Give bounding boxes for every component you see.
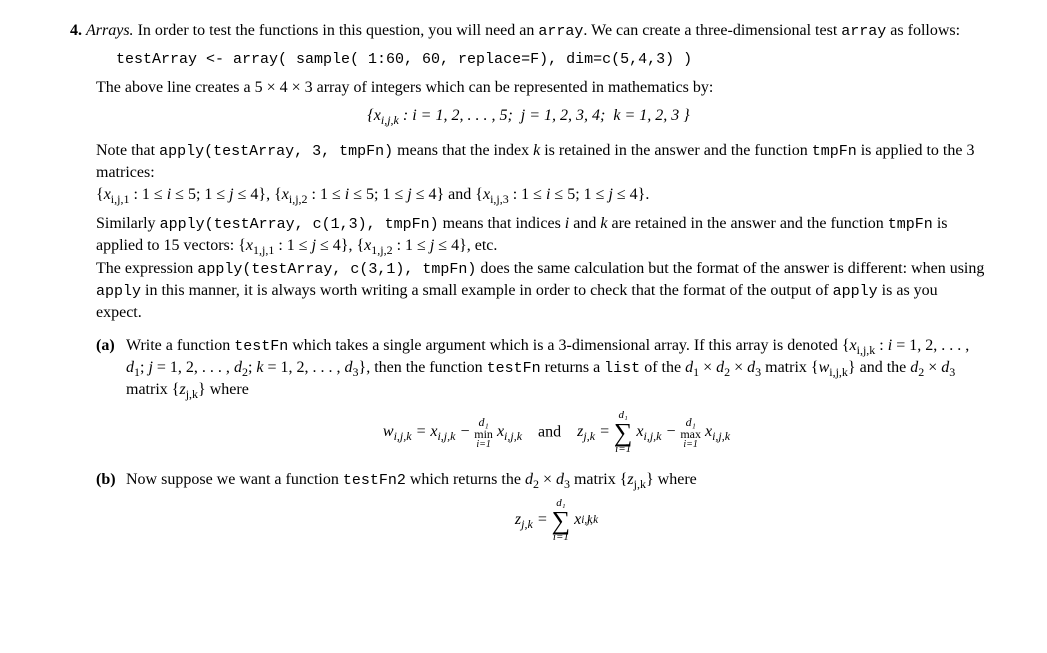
p3-line2b: does the same calculation but the format… (476, 260, 984, 277)
p3-code5: apply (833, 283, 878, 300)
a-code2: testFn (487, 360, 541, 377)
inline-code-array-1: array (538, 23, 583, 40)
p2-code2: tmpFn (812, 143, 857, 160)
p3-b: means that indices (439, 215, 565, 232)
intro-text-a: In order to test the functions in this q… (138, 22, 539, 39)
b-code1: testFn2 (343, 472, 406, 489)
p3-code2: tmpFn (888, 216, 933, 233)
formula-and: and (526, 423, 573, 440)
question-title: Arrays. (86, 22, 134, 39)
formula-b: zj,k = d₁∑i=1 xki,j,k (126, 498, 987, 543)
label-a: (a) (96, 335, 126, 460)
paragraph-apply-3: Note that apply(testArray, 3, tmpFn) mea… (96, 140, 987, 207)
a-code1: testFn (234, 338, 288, 355)
p2-sets: {xi,j,1 : 1 ≤ i ≤ 5; 1 ≤ j ≤ 4}, {xi,j,2… (96, 186, 649, 203)
code-block: testArray <- array( sample( 1:60, 60, re… (116, 48, 987, 70)
a-t3: returns a (541, 359, 605, 376)
a-code3: list (604, 360, 640, 377)
sub-question-a: (a) Write a function testFn which takes … (96, 335, 987, 460)
body-a: Write a function testFn which takes a si… (126, 335, 987, 460)
p3-code1: apply(testArray, c(1,3), tmpFn) (160, 216, 439, 233)
formula-w: wi,j,k = xi,j,k − d₁mini=1 xi,j,k (383, 423, 526, 440)
p3-d: are retained in the answer and the funct… (607, 215, 887, 232)
p2-code1: apply(testArray, 3, tmpFn) (159, 143, 393, 160)
set-formula: {xi,j,k : i = 1, 2, . . . , 5; j = 1, 2,… (70, 105, 987, 127)
p3-code4: apply (96, 283, 141, 300)
code-testarray: testArray <- array( sample( 1:60, 60, re… (116, 51, 692, 68)
b-t2: which returns the d2 × d3 matrix {zj,k} … (406, 471, 697, 488)
b-t1: Now suppose we want a function (126, 471, 343, 488)
formula-a: wi,j,k = xi,j,k − d₁mini=1 xi,j,k and zj… (126, 410, 987, 455)
question-number: 4. (70, 22, 82, 39)
intro-text-b: . We can create a three-dimensional test (583, 22, 841, 39)
a-t1: Write a function (126, 337, 234, 354)
p3-line2a: The expression (96, 260, 197, 277)
p2-a: Note that (96, 142, 159, 159)
desc-above-line: The above line creates a 5 × 4 × 3 array… (96, 77, 987, 99)
p2-c: is retained in the answer and the functi… (540, 142, 811, 159)
body-b: Now suppose we want a function testFn2 w… (126, 469, 987, 547)
label-b: (b) (96, 469, 126, 547)
p3-a: Similarly (96, 215, 160, 232)
p3-code3: apply(testArray, c(3,1), tmpFn) (197, 261, 476, 278)
p3-c: and (569, 215, 600, 232)
question-4-intro: 4. Arrays. In order to test the function… (70, 20, 987, 42)
sub-question-b: (b) Now suppose we want a function testF… (96, 469, 987, 547)
inline-code-array-2: array (841, 23, 886, 40)
p2-b: means that the index (393, 142, 533, 159)
intro-text-c: as follows: (886, 22, 960, 39)
formula-z: zj,k = d₁∑i=1 xi,j,k − d₁maxi=1 xi,j,k (577, 423, 730, 440)
p3-line2c: in this manner, it is always worth writi… (141, 282, 833, 299)
paragraph-apply-13: Similarly apply(testArray, c(1,3), tmpFn… (96, 213, 987, 325)
